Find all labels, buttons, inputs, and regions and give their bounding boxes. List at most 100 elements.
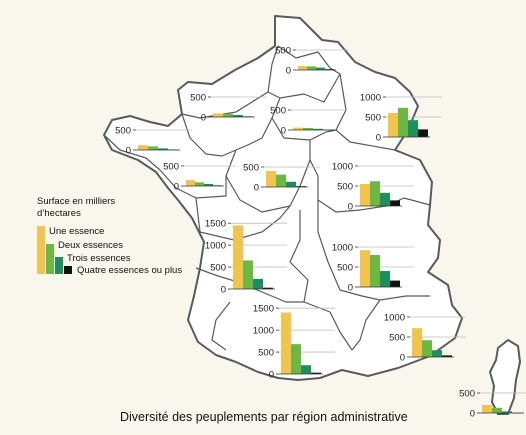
bar-trois-essences (313, 128, 323, 130)
legend-swatch-trois-essences (55, 257, 63, 274)
bar-trois-essences (408, 120, 418, 137)
bar-quatre-essences-ou-plus (311, 372, 321, 374)
y-tick-label: 0 (254, 183, 259, 194)
bar-une-essence (298, 66, 307, 70)
y-tick-label: 1000 (384, 313, 405, 324)
bar-trois-essences (158, 148, 168, 150)
legend-title-line1: Surface en milliers (37, 196, 116, 207)
bar-une-essence (412, 328, 422, 357)
y-tick-label: 0 (348, 283, 353, 294)
bar-trois-essences (286, 181, 296, 187)
bar-deux-essences (370, 255, 380, 287)
y-tick-label: 500 (243, 163, 259, 174)
region-border (267, 45, 281, 99)
region-border (317, 200, 430, 301)
bar-trois-essences (380, 271, 390, 287)
bar-une-essence (281, 312, 291, 374)
bar-trois-essences (502, 411, 512, 413)
region-chart-12: 0 500 1000 (384, 313, 466, 364)
bar-trois-essences (301, 365, 311, 374)
region-chart-8: 0 500 1000 (332, 162, 414, 213)
y-tick-label: 1000 (332, 162, 353, 173)
region-chart-11: 0 500 1000 1500 (253, 304, 335, 381)
bar-quatre-essences-ou-plus (418, 129, 428, 137)
bar-quatre-essences-ou-plus (263, 287, 273, 289)
bar-deux-essences (243, 260, 253, 289)
map-caption: Diversité des peuplements par région adm… (120, 410, 408, 424)
bar-une-essence (186, 180, 195, 186)
bar-trois-essences (204, 184, 213, 186)
bar-deux-essences (492, 407, 502, 413)
y-tick-label: 1500 (205, 219, 226, 230)
y-tick-label: 500 (459, 389, 475, 400)
y-tick-label: 1500 (253, 304, 274, 315)
y-tick-label: 1000 (205, 241, 226, 252)
y-tick-label: 0 (269, 370, 274, 381)
y-tick-label: 0 (400, 353, 405, 364)
bar-deux-essences (291, 344, 301, 374)
bar-quatre-essences-ou-plus (390, 280, 400, 287)
bar-une-essence (360, 184, 370, 206)
region-chart-10: 0 500 1000 (332, 243, 414, 294)
region-border (211, 301, 231, 351)
y-tick-label: 0 (174, 182, 179, 193)
charts-layer: 0 500 0 500 0 500 0 500 1000 0 500 0 500 0 500 0 500 1000… (115, 46, 526, 420)
y-tick-label: 500 (389, 333, 405, 344)
y-tick-label: 0 (376, 133, 381, 144)
y-tick-label: 0 (348, 202, 353, 213)
bar-deux-essences (398, 107, 408, 137)
region-chart-1: 0 500 (275, 46, 348, 77)
y-tick-label: 500 (337, 263, 353, 274)
region-border (103, 134, 161, 171)
bar-deux-essences (195, 182, 204, 186)
region-chart-7: 0 500 (243, 163, 320, 194)
y-tick-label: 0 (286, 66, 291, 77)
legend-swatch-une-essence (37, 226, 45, 274)
bar-une-essence (233, 225, 243, 289)
y-tick-label: 500 (163, 162, 179, 173)
bar-trois-essences (253, 278, 263, 289)
region-chart-5: 0 500 (115, 126, 192, 157)
legend-swatch-quatre-essences (64, 266, 72, 274)
region-border (181, 113, 273, 157)
region-border (303, 301, 353, 351)
legend-swatch-deux-essences (46, 244, 54, 274)
region-chart-4: 0 500 1000 (360, 93, 442, 144)
bar-deux-essences (276, 174, 286, 187)
y-tick-label: 500 (190, 93, 206, 104)
y-tick-label: 1000 (360, 93, 381, 104)
region-chart-6: 0 500 (163, 162, 236, 193)
region-chart-2: 0 500 (190, 93, 267, 124)
region-border (195, 197, 291, 241)
region-border (309, 159, 431, 213)
bar-une-essence (482, 405, 492, 413)
y-tick-label: 500 (258, 348, 274, 359)
region-border (279, 73, 341, 103)
legend-label-quatre-essences: Quatre essences ou plus (77, 265, 183, 276)
land-layer (103, 15, 521, 415)
region-chart-3: 0 500 (270, 106, 347, 137)
legend-label-une-essence: Une essence (49, 226, 105, 237)
legend-title: Surface en milliers d’hectares (37, 196, 132, 220)
bar-deux-essences (422, 340, 432, 357)
y-tick-label: 0 (126, 146, 131, 157)
bar-trois-essences (432, 350, 442, 357)
bar-une-essence (293, 127, 303, 130)
y-tick-label: 0 (281, 126, 286, 137)
region-border (289, 210, 309, 303)
region-border (271, 97, 337, 141)
bar-quatre-essences-ou-plus (442, 355, 452, 357)
bar-une-essence (360, 250, 370, 287)
y-tick-label: 1000 (253, 326, 274, 337)
y-tick-label: 500 (365, 113, 381, 124)
bar-une-essence (266, 171, 276, 187)
legend-label-deux-essences: Deux essences (58, 240, 123, 251)
y-tick-label: 500 (270, 106, 286, 117)
corsica (489, 339, 521, 415)
bar-une-essence (213, 113, 223, 117)
region-chart-9: 0 500 1000 1500 (205, 219, 287, 296)
bar-une-essence (388, 113, 398, 137)
bar-trois-essences (380, 192, 390, 206)
y-tick-label: 500 (337, 182, 353, 193)
